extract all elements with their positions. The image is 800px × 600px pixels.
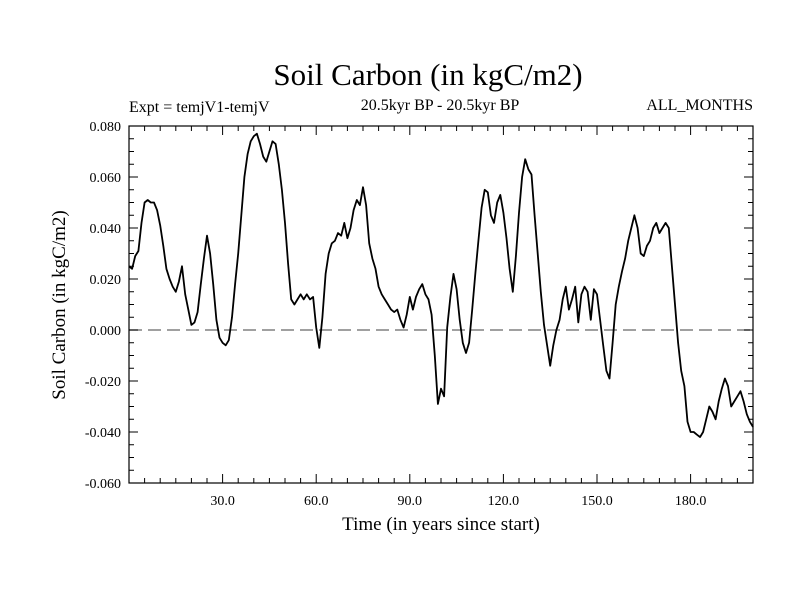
x-axis-ticks: 30.0 60.0 90.0 120.0 150.0 180.0: [144, 126, 738, 509]
y-tick-label: 0.000: [90, 324, 122, 339]
x-tick-label: 30.0: [210, 494, 235, 509]
y-tick-label: -0.060: [85, 477, 121, 492]
y-tick-label: 0.080: [90, 120, 122, 135]
y-axis-label: Soil Carbon (in kgC/m2): [49, 210, 70, 399]
x-tick-label: 180.0: [675, 494, 707, 509]
y-tick-label: 0.020: [90, 273, 122, 288]
y-tick-label: 0.060: [90, 171, 122, 186]
x-tick-label: 60.0: [304, 494, 329, 509]
season-label: ALL_MONTHS: [646, 97, 753, 114]
x-axis-label: Time (in years since start): [342, 514, 540, 535]
x-tick-label: 90.0: [398, 494, 423, 509]
x-tick-label: 120.0: [488, 494, 520, 509]
x-tick-label: 150.0: [581, 494, 613, 509]
y-tick-label: -0.040: [85, 426, 121, 441]
plot-frame: [128, 125, 754, 484]
experiment-label: Expt = temjV1-temjV: [129, 99, 270, 116]
soil-carbon-series-line: [128, 132, 754, 438]
chart-title: Soil Carbon (in kgC/m2): [273, 57, 582, 92]
y-tick-label: -0.020: [85, 375, 121, 390]
y-axis-ticks: -0.060 -0.040 -0.020 0.000 0.020 0.040 0.060 0.…: [85, 120, 753, 492]
period-label: 20.5kyr BP - 20.5kyr BP: [361, 97, 520, 114]
y-tick-label: 0.040: [90, 222, 122, 237]
